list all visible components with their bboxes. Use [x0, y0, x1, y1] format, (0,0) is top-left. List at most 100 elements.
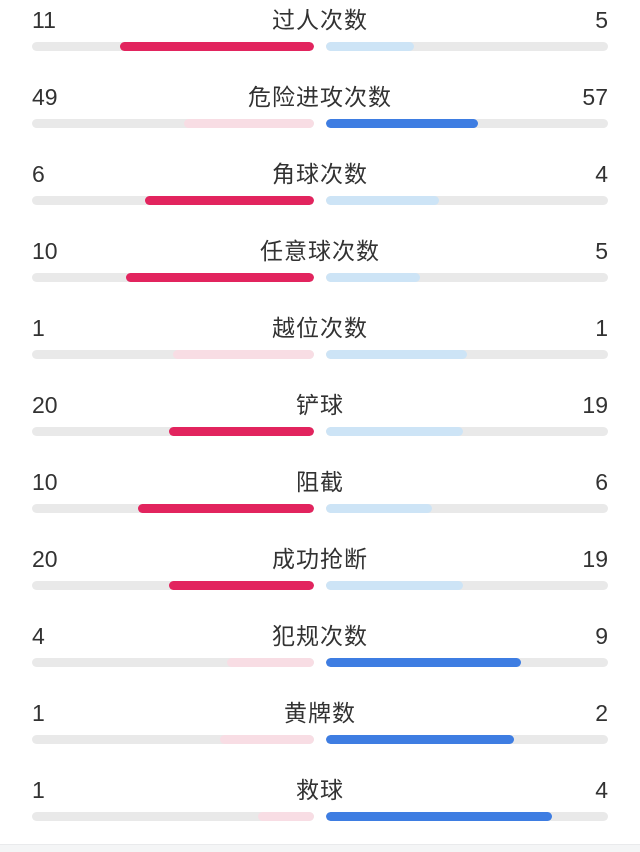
away-value: 6 — [595, 469, 608, 495]
away-value: 4 — [595, 161, 608, 187]
away-bar-fill — [326, 581, 464, 590]
stat-row: 1 黄牌数 2 — [32, 698, 608, 775]
home-value: 4 — [32, 623, 45, 649]
away-bar-track — [326, 42, 608, 51]
home-bar-track — [32, 119, 314, 128]
away-bar-track — [326, 735, 608, 744]
away-bar-track — [326, 427, 608, 436]
stat-label: 危险进攻次数 — [248, 84, 392, 110]
away-bar-track — [326, 196, 608, 205]
home-bar-fill — [173, 350, 314, 359]
stat-row: 11 过人次数 5 — [32, 5, 608, 82]
stat-bars — [32, 812, 608, 821]
away-bar-fill — [326, 350, 467, 359]
home-bar-track — [32, 812, 314, 821]
stat-label: 阻截 — [296, 469, 344, 495]
away-value: 9 — [595, 623, 608, 649]
stat-row: 20 成功抢断 19 — [32, 544, 608, 621]
stat-bars — [32, 119, 608, 128]
stat-label: 越位次数 — [272, 315, 368, 341]
stat-bars — [32, 427, 608, 436]
home-value: 20 — [32, 546, 58, 572]
home-value: 1 — [32, 777, 45, 803]
stat-row: 1 救球 4 — [32, 775, 608, 852]
stat-row: 6 角球次数 4 — [32, 159, 608, 236]
stat-row: 10 任意球次数 5 — [32, 236, 608, 313]
home-bar-fill — [144, 196, 314, 205]
stat-line: 20 铲球 19 — [32, 390, 608, 420]
stat-label: 成功抢断 — [272, 546, 368, 572]
stat-bars — [32, 581, 608, 590]
home-bar-track — [32, 735, 314, 744]
stat-bars — [32, 273, 608, 282]
away-bar-track — [326, 812, 608, 821]
stat-line: 49 危险进攻次数 57 — [32, 82, 608, 112]
away-bar-track — [326, 581, 608, 590]
home-bar-fill — [126, 273, 314, 282]
away-value: 2 — [595, 700, 608, 726]
stat-label: 过人次数 — [272, 7, 368, 33]
away-bar-track — [326, 119, 608, 128]
home-value: 10 — [32, 238, 58, 264]
home-bar-track — [32, 504, 314, 513]
home-value: 20 — [32, 392, 58, 418]
home-bar-track — [32, 273, 314, 282]
stat-row: 10 阻截 6 — [32, 467, 608, 544]
home-bar-fill — [227, 658, 314, 667]
home-value: 10 — [32, 469, 58, 495]
stat-line: 10 阻截 6 — [32, 467, 608, 497]
home-bar-track — [32, 658, 314, 667]
away-bar-fill — [326, 812, 552, 821]
stat-row: 20 铲球 19 — [32, 390, 608, 467]
stat-line: 20 成功抢断 19 — [32, 544, 608, 574]
stat-line: 1 越位次数 1 — [32, 313, 608, 343]
stat-label: 黄牌数 — [284, 700, 356, 726]
home-bar-fill — [137, 504, 314, 513]
home-bar-fill — [169, 427, 314, 436]
away-bar-fill — [326, 119, 478, 128]
away-value: 1 — [595, 315, 608, 341]
home-value: 6 — [32, 161, 45, 187]
stat-line: 4 犯规次数 9 — [32, 621, 608, 651]
away-value: 57 — [582, 84, 608, 110]
home-bar-track — [32, 42, 314, 51]
away-value: 5 — [595, 7, 608, 33]
away-bar-fill — [326, 42, 415, 51]
home-bar-fill — [220, 735, 314, 744]
stat-label: 犯规次数 — [272, 623, 368, 649]
away-bar-fill — [326, 504, 432, 513]
home-value: 49 — [32, 84, 58, 110]
stat-label: 任意球次数 — [260, 238, 380, 264]
home-bar-fill — [169, 581, 314, 590]
home-bar-track — [32, 581, 314, 590]
stat-label: 角球次数 — [272, 161, 368, 187]
home-value: 11 — [32, 7, 56, 33]
home-bar-track — [32, 196, 314, 205]
home-value: 1 — [32, 315, 45, 341]
away-value: 19 — [582, 392, 608, 418]
stat-bars — [32, 658, 608, 667]
stat-bars — [32, 350, 608, 359]
away-bar-track — [326, 273, 608, 282]
stat-row: 4 犯规次数 9 — [32, 621, 608, 698]
away-bar-track — [326, 504, 608, 513]
home-bar-fill — [257, 812, 314, 821]
away-bar-track — [326, 350, 608, 359]
stat-line: 6 角球次数 4 — [32, 159, 608, 189]
stat-label: 救球 — [296, 777, 344, 803]
stat-row: 1 越位次数 1 — [32, 313, 608, 390]
away-value: 19 — [582, 546, 608, 572]
stat-bars — [32, 42, 608, 51]
stat-line: 10 任意球次数 5 — [32, 236, 608, 266]
away-value: 5 — [595, 238, 608, 264]
home-bar-fill — [120, 42, 314, 51]
away-bar-fill — [326, 427, 464, 436]
stat-row: 49 危险进攻次数 57 — [32, 82, 608, 159]
bottom-divider — [0, 844, 640, 852]
home-value: 1 — [32, 700, 45, 726]
stat-bars — [32, 504, 608, 513]
away-bar-track — [326, 658, 608, 667]
home-bar-track — [32, 350, 314, 359]
stat-line: 1 救球 4 — [32, 775, 608, 805]
